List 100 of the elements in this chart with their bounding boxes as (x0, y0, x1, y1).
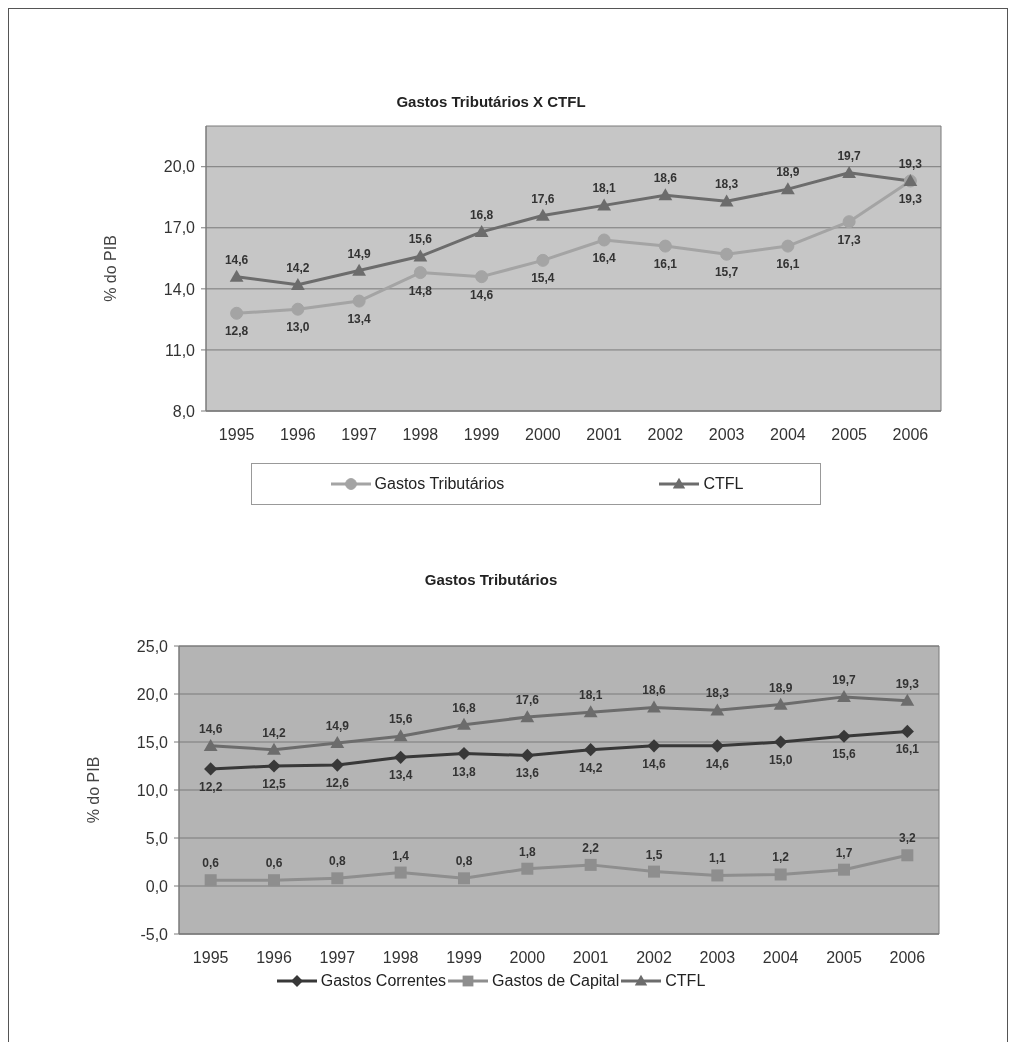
x-tick-label: 2001 (586, 426, 623, 444)
data-label: 0,8 (328, 854, 346, 869)
x-tick-label: 2001 (572, 949, 609, 967)
data-label: 17,6 (531, 191, 555, 206)
point (394, 750, 408, 764)
x-tick-label: 1999 (463, 426, 500, 444)
data-label: 15,6 (388, 712, 413, 727)
point (658, 239, 672, 253)
point (268, 874, 280, 887)
point (647, 739, 661, 753)
point (710, 739, 724, 753)
data-label: 16,8 (469, 207, 494, 222)
x-tick-label: 2004 (770, 426, 806, 444)
y-tick-label: 20,0 (136, 685, 169, 703)
data-label: 12,6 (325, 776, 350, 791)
point (584, 743, 598, 757)
x-tick-label: 1995 (218, 426, 255, 444)
legend-label: Gastos de Capital (492, 972, 620, 990)
point (413, 266, 427, 280)
y-tick-label: 5,0 (145, 829, 169, 847)
data-label: 17,3 (837, 232, 862, 247)
data-label: 18,1 (592, 181, 617, 196)
point (204, 762, 218, 776)
data-label: 12,5 (262, 777, 286, 791)
point (597, 198, 612, 211)
point (475, 270, 489, 284)
point (837, 729, 851, 743)
data-label: 18,9 (776, 165, 800, 180)
point (901, 849, 914, 862)
data-label: 18,6 (653, 171, 678, 186)
data-label: 13,6 (515, 766, 540, 781)
x-tick-label: 1996 (256, 949, 292, 967)
data-label: 15,7 (714, 265, 739, 280)
data-label: 18,3 (705, 686, 730, 701)
data-label: 18,9 (768, 680, 793, 695)
point (584, 858, 597, 871)
data-label: 18,3 (714, 177, 739, 192)
data-label: 12,8 (224, 324, 249, 339)
x-tick-label: 2006 (892, 426, 929, 444)
point (204, 874, 217, 887)
chart-title: Gastos Tributários X CTFL (395, 93, 587, 110)
point (267, 759, 281, 773)
point (290, 277, 305, 290)
data-label: 16,1 (895, 742, 920, 757)
data-label: 14,6 (224, 252, 249, 267)
point (267, 742, 281, 755)
data-label: 19,3 (898, 191, 923, 206)
data-label: 14,9 (347, 246, 372, 261)
point (331, 872, 344, 885)
x-tick-label: 2000 (525, 426, 561, 444)
data-label: 16,1 (653, 257, 678, 272)
data-label: 13,4 (388, 768, 413, 783)
data-label: 19,3 (895, 676, 920, 691)
point (520, 748, 534, 763)
point (393, 729, 408, 742)
data-label: 18,1 (578, 688, 603, 703)
point (837, 689, 851, 702)
y-tick-label: 17,0 (163, 219, 196, 237)
x-tick-label: 2002 (647, 426, 684, 444)
point (291, 302, 305, 316)
y-axis-title: % do PIB (84, 756, 102, 824)
point (229, 269, 244, 282)
data-label: 1,7 (835, 845, 853, 860)
point (230, 306, 244, 320)
data-label: 14,6 (469, 287, 494, 302)
point (842, 215, 856, 229)
legend-label: Gastos Correntes (320, 972, 447, 990)
data-label: 13,0 (286, 320, 310, 335)
point (521, 862, 534, 875)
data-label: 13,4 (347, 312, 372, 327)
point (352, 294, 366, 308)
data-label: 16,8 (452, 700, 476, 715)
y-tick-label: 15,0 (136, 733, 169, 751)
point (394, 866, 407, 879)
data-label: 0,8 (455, 854, 473, 869)
point (900, 693, 915, 706)
data-label: 1,8 (518, 844, 536, 859)
x-tick-label: 1997 (341, 426, 378, 444)
point (474, 224, 489, 237)
y-tick-label: 11,0 (165, 341, 196, 359)
data-label: 17,6 (515, 693, 540, 708)
data-label: 14,6 (198, 721, 223, 736)
point (597, 233, 611, 247)
x-tick-label: 2006 (889, 949, 926, 967)
x-tick-label: 2004 (762, 949, 799, 967)
x-tick-label: 2002 (636, 949, 672, 967)
point (780, 182, 795, 195)
point (583, 705, 598, 718)
data-label: 14,8 (408, 283, 433, 298)
data-label: 16,4 (592, 251, 617, 265)
point (774, 868, 787, 881)
data-label: 14,6 (705, 756, 730, 771)
x-tick-label: 1999 (446, 949, 482, 967)
point (458, 872, 470, 885)
point (352, 263, 367, 276)
data-label: 15,0 (768, 753, 793, 767)
data-label: 15,6 (408, 232, 433, 247)
point (658, 188, 673, 201)
x-tick-label: 1998 (382, 949, 419, 967)
point (647, 700, 661, 713)
